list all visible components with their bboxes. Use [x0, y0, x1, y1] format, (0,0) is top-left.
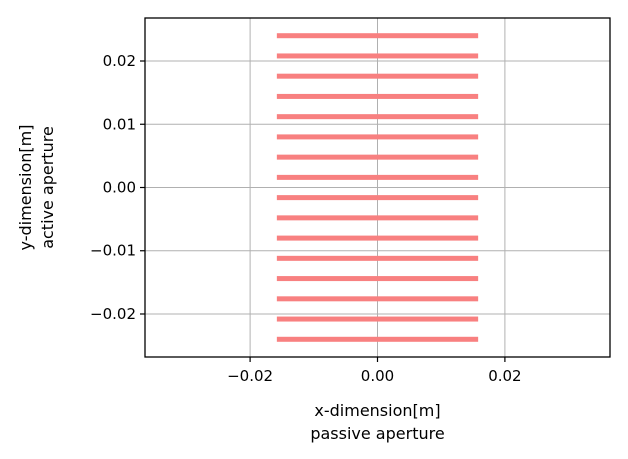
- x-tick-label: −0.02: [227, 367, 273, 385]
- y-axis-ticks: −0.02 −0.01 0.00 0.01 0.02: [90, 52, 145, 323]
- array-element-7: [276, 215, 479, 221]
- array-element-10: [276, 154, 479, 160]
- x-tick-label: 0.02: [488, 367, 521, 385]
- y-tick-label: 0.01: [103, 115, 136, 133]
- array-element-2: [276, 316, 479, 322]
- array-element-16: [276, 33, 479, 39]
- y-tick-label: −0.01: [90, 242, 136, 260]
- x-axis-sublabel: passive aperture: [310, 424, 444, 443]
- array-element-13: [276, 93, 479, 99]
- array-element-14: [276, 73, 479, 79]
- array-element-1: [276, 336, 479, 342]
- x-axis-ticks: −0.02 0.00 0.02: [227, 357, 522, 385]
- y-tick-label: 0.02: [103, 52, 136, 70]
- array-elements: [276, 33, 479, 342]
- x-tick-label: 0.00: [361, 367, 394, 385]
- grid-lines: [145, 18, 610, 357]
- array-element-6: [276, 235, 479, 241]
- y-axis-label: y-dimension[m]: [16, 125, 35, 251]
- y-tick-label: −0.02: [90, 305, 136, 323]
- y-tick-label: 0.00: [103, 179, 136, 197]
- array-element-11: [276, 134, 479, 140]
- array-element-4: [276, 276, 479, 282]
- array-element-9: [276, 174, 479, 180]
- array-element-8: [276, 195, 479, 201]
- x-axis-label: x-dimension[m]: [314, 401, 440, 420]
- y-axis-sublabel: active aperture: [38, 126, 57, 249]
- array-element-12: [276, 114, 479, 120]
- array-element-3: [276, 296, 479, 302]
- array-element-5: [276, 255, 479, 261]
- array-element-15: [276, 53, 479, 59]
